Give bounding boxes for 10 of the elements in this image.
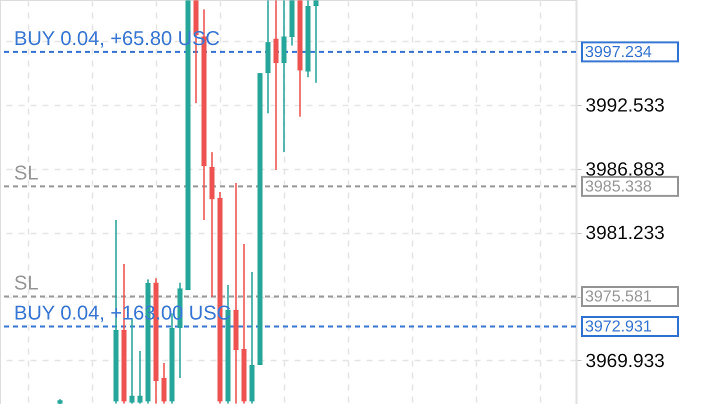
text: 3972.931 <box>585 318 652 336</box>
text: 3985.338 <box>585 178 652 196</box>
y-tick-label: 3981.233 <box>586 223 665 244</box>
ref-line-label: SL <box>14 162 38 184</box>
text: 3975.581 <box>585 288 652 306</box>
y-tick-label: 3986.883 <box>586 159 665 180</box>
text: 3997.234 <box>585 44 652 61</box>
y-tick-label: 3992.533 <box>586 96 665 117</box>
y-tick-label: 3969.933 <box>586 350 665 372</box>
ref-line-label: SL <box>14 272 38 295</box>
